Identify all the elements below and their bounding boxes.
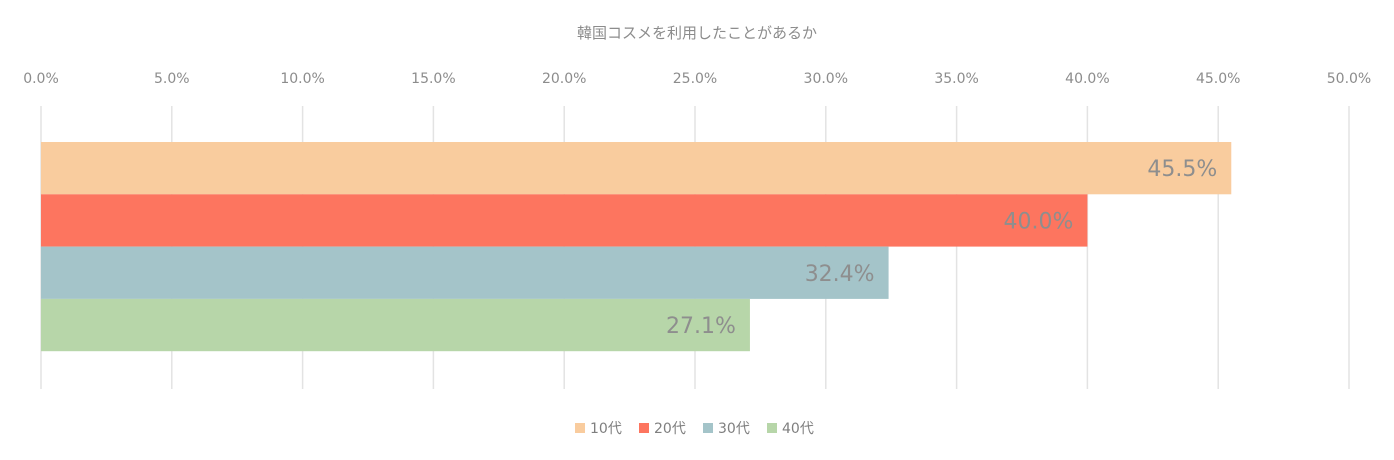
data-label: 45.5% — [1147, 157, 1217, 182]
legend-label: 40代 — [782, 421, 814, 437]
data-label: 40.0% — [1004, 209, 1074, 234]
legend-item: 20代 — [639, 421, 686, 437]
x-tick-label: 10.0% — [280, 71, 324, 87]
x-tick-label: 45.0% — [1196, 71, 1240, 87]
x-tick-label: 35.0% — [934, 71, 978, 87]
legend-label: 20代 — [654, 421, 686, 437]
x-tick-label: 30.0% — [804, 71, 848, 87]
x-tick-label: 20.0% — [542, 71, 586, 87]
x-tick-label: 25.0% — [673, 71, 717, 87]
legend-swatch — [767, 423, 777, 433]
legend-item: 10代 — [575, 421, 622, 437]
x-tick-label: 5.0% — [154, 71, 190, 87]
legend-swatch — [639, 423, 649, 433]
x-tick-label: 0.0% — [23, 71, 59, 87]
data-label: 27.1% — [666, 314, 736, 339]
bar — [41, 194, 1088, 247]
data-label: 32.4% — [805, 262, 875, 287]
x-axis-ticks: 0.0% 5.0% 10.0% 15.0% 20.0% 25.0% 30.0% 35.0% 40… — [23, 71, 1371, 87]
x-tick-label: 50.0% — [1327, 71, 1371, 87]
x-tick-label: 15.0% — [411, 71, 455, 87]
chart-title: 韓国コスメを利用したことがあるか — [577, 24, 817, 42]
legend-swatch — [703, 423, 713, 433]
bar — [41, 142, 1232, 195]
legend: 10代 20代 30代 40代 — [575, 421, 814, 437]
legend-item: 30代 — [703, 421, 750, 437]
data-labels: 45.5% 40.0% 32.4% 27.1% — [666, 157, 1217, 339]
legend-label: 30代 — [718, 421, 750, 437]
legend-swatch — [575, 423, 585, 433]
legend-item: 40代 — [767, 421, 814, 437]
bars — [41, 142, 1232, 352]
bar — [41, 246, 889, 299]
x-tick-label: 40.0% — [1065, 71, 1109, 87]
legend-label: 10代 — [590, 421, 622, 437]
bar — [41, 298, 750, 352]
